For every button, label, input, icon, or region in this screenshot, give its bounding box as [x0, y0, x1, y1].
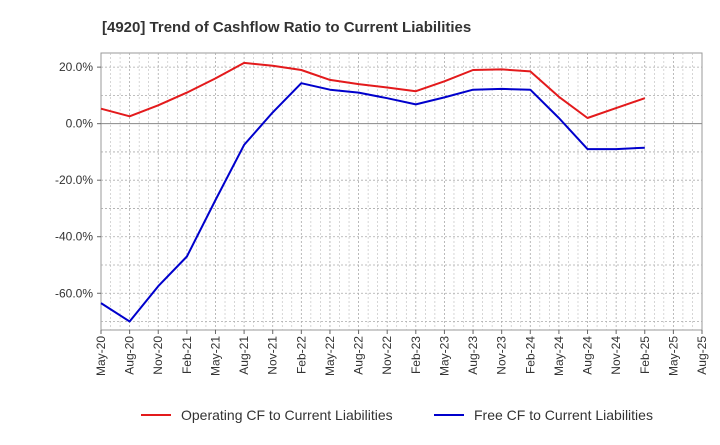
x-tick-label: Aug-24: [581, 336, 595, 375]
plot-frame: [100, 52, 703, 331]
legend: Operating CF to Current Liabilities Free …: [141, 407, 653, 423]
y-tick-label: -60.0%: [55, 286, 93, 300]
x-tick-label: May-21: [208, 336, 222, 376]
series-line-0: [100, 61, 646, 119]
x-tick-label: Feb-23: [409, 336, 423, 374]
series-line-1: [100, 82, 645, 323]
x-tick-label: Feb-25: [638, 336, 652, 374]
x-tick-label: May-22: [323, 336, 337, 376]
axis-layer: 20.0% 0.0% -20.0% -40.0% -60.0% May-20 Aug-20 N…: [55, 60, 709, 376]
y-tick-label: -40.0%: [55, 230, 93, 244]
chart-title: [4920] Trend of Cashflow Ratio to Curren…: [102, 19, 471, 36]
x-tick-label: Feb-21: [180, 336, 194, 374]
x-tick-label: May-20: [94, 336, 108, 376]
x-tick-label: Nov-20: [151, 336, 165, 375]
y-tick-label: -20.0%: [55, 173, 93, 187]
x-tick-label: Nov-22: [380, 336, 394, 375]
x-tick-label: May-25: [666, 336, 680, 376]
x-tick-label: Feb-24: [523, 336, 537, 374]
x-tick-label: Nov-23: [495, 336, 509, 375]
x-tick-label: Nov-24: [609, 336, 623, 375]
legend-label-0: Operating CF to Current Liabilities: [181, 407, 393, 423]
y-tick-label: 20.0%: [59, 60, 93, 74]
x-tick-label: May-23: [437, 336, 451, 376]
y-tick-label: 0.0%: [66, 117, 94, 131]
x-tick-label: Nov-21: [266, 336, 280, 375]
legend-label-1: Free CF to Current Liabilities: [474, 407, 653, 423]
x-tick-label: Aug-23: [466, 336, 480, 375]
grid-layer: [100, 52, 703, 331]
x-tick-label: Aug-22: [352, 336, 366, 375]
series-layer: [100, 61, 646, 323]
x-tick-label: Feb-22: [294, 336, 308, 374]
x-tick-label: Aug-25: [695, 336, 709, 375]
x-tick-label: Aug-21: [237, 336, 251, 375]
x-tick-label: Aug-20: [123, 336, 137, 375]
x-tick-label: May-24: [552, 336, 566, 376]
